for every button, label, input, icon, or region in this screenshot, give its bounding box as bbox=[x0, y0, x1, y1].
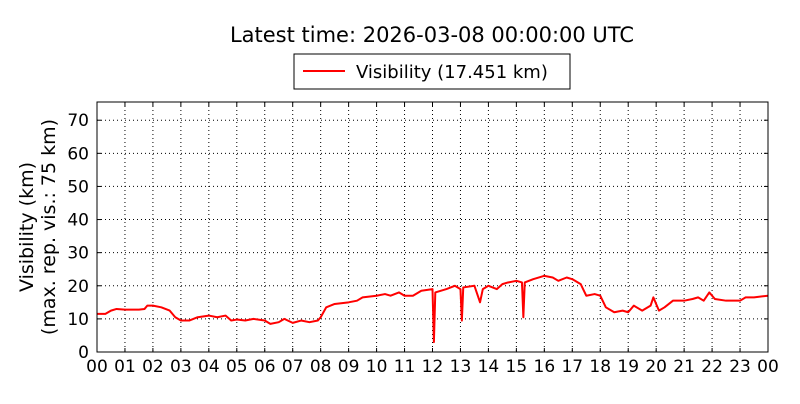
x-tick-label: 03 bbox=[170, 357, 192, 377]
x-tick-label: 14 bbox=[478, 357, 500, 377]
x-tick-label: 22 bbox=[701, 357, 723, 377]
x-tick-label: 15 bbox=[506, 357, 528, 377]
x-tick-label: 12 bbox=[422, 357, 444, 377]
x-tick-label: 07 bbox=[282, 357, 304, 377]
chart-title: Latest time: 2026-03-08 00:00:00 UTC bbox=[230, 23, 634, 47]
x-tick-label: 06 bbox=[254, 357, 276, 377]
x-tick-label: 13 bbox=[450, 357, 472, 377]
x-tick-label: 18 bbox=[589, 357, 611, 377]
x-tick-label: 17 bbox=[561, 357, 583, 377]
x-tick-label: 00 bbox=[86, 357, 108, 377]
x-tick-label: 02 bbox=[142, 357, 164, 377]
x-tick-label: 11 bbox=[394, 357, 416, 377]
x-tick-label: 21 bbox=[673, 357, 695, 377]
x-tick-label: 10 bbox=[366, 357, 388, 377]
x-tick-label: 20 bbox=[645, 357, 667, 377]
y-tick-label: 40 bbox=[67, 211, 89, 231]
y-tick-label: 70 bbox=[67, 111, 89, 131]
x-tick-label: 00 bbox=[757, 357, 779, 377]
y-tick-label: 50 bbox=[67, 177, 89, 197]
data-line bbox=[97, 274, 769, 344]
y-axis-label: Visibility (km) bbox=[16, 162, 38, 292]
x-tick-label: 01 bbox=[114, 357, 136, 377]
y-tick-label: 60 bbox=[67, 144, 89, 164]
y-tick-label: 0 bbox=[78, 343, 89, 363]
x-tick-label: 04 bbox=[198, 357, 220, 377]
plot-frame bbox=[96, 101, 769, 353]
x-tick-label: 09 bbox=[338, 357, 360, 377]
x-tick-label: 19 bbox=[617, 357, 639, 377]
x-tick-label: 16 bbox=[534, 357, 556, 377]
y-tick-label: 10 bbox=[67, 310, 89, 330]
x-tick-label: 23 bbox=[729, 357, 751, 377]
x-tick-label: 05 bbox=[226, 357, 248, 377]
y-tick-label: 20 bbox=[67, 277, 89, 297]
y-axis-label: (max. rep. vis.: 75 km) bbox=[38, 119, 60, 335]
x-tick-label: 08 bbox=[310, 357, 332, 377]
legend-label: Visibility (17.451 km) bbox=[356, 62, 548, 83]
y-tick-label: 30 bbox=[67, 244, 89, 264]
